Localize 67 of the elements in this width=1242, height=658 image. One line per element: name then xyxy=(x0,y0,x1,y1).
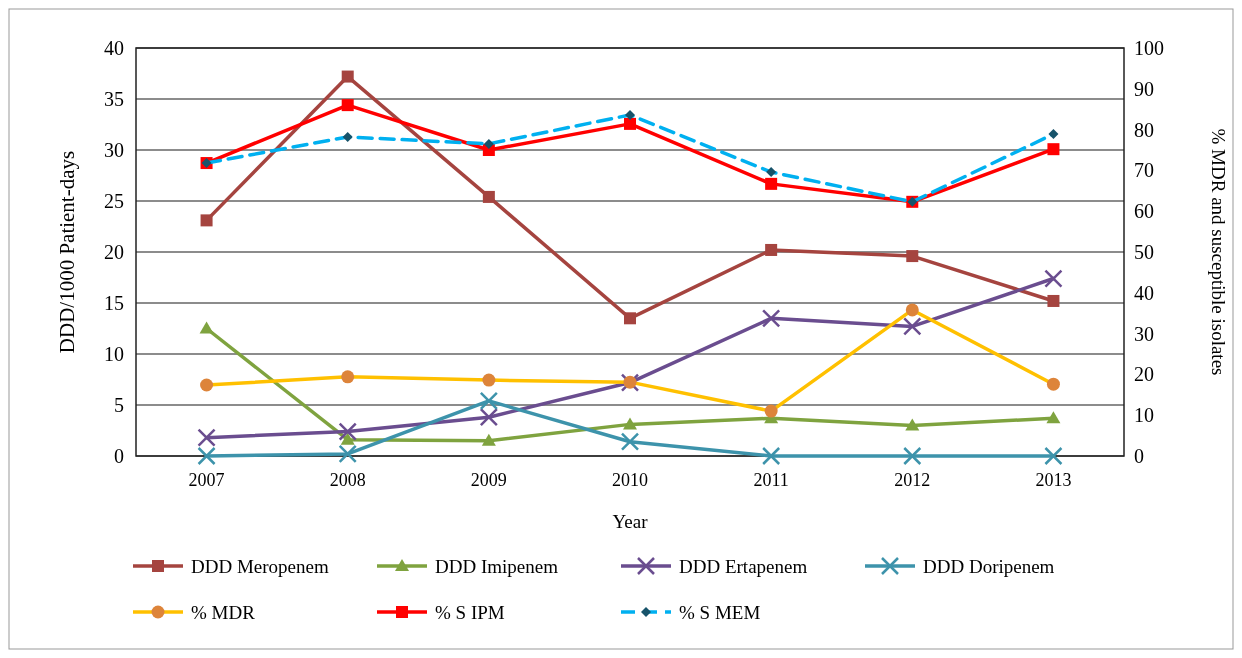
legend-label: % S MEM xyxy=(679,601,761,623)
y-tick-label: 5 xyxy=(114,394,124,416)
point xyxy=(765,243,778,256)
y-tick-label: 30 xyxy=(104,139,124,161)
y2-tick-label: 20 xyxy=(1134,363,1154,386)
x-tick-label: 2011 xyxy=(753,470,789,490)
point xyxy=(1047,143,1060,156)
point xyxy=(903,317,922,336)
legend-label: DDD Imipenem xyxy=(435,555,559,577)
y-tick-label: 20 xyxy=(104,241,124,263)
y2-tick-label: 70 xyxy=(1134,159,1154,182)
point xyxy=(338,444,357,464)
y2-tick-label: 100 xyxy=(1134,37,1164,59)
point xyxy=(341,70,354,83)
point xyxy=(905,418,920,431)
x-tick-label: 2007 xyxy=(188,470,225,490)
point xyxy=(761,309,781,328)
y2-tick-label: 10 xyxy=(1134,404,1154,427)
point xyxy=(765,177,778,190)
point xyxy=(906,250,919,263)
legend-label: DDD Ertapenem xyxy=(679,555,808,577)
point xyxy=(197,428,216,447)
y2-axis-title: % MDR and susceptible isolates xyxy=(1208,128,1229,376)
point xyxy=(341,99,354,112)
y-tick-label: 25 xyxy=(104,190,124,212)
point xyxy=(1044,446,1063,466)
y2-tick-label: 50 xyxy=(1134,241,1154,263)
point xyxy=(199,321,214,334)
point xyxy=(623,417,637,430)
legend-label: DDD Doripenem xyxy=(923,555,1055,577)
point xyxy=(761,446,781,466)
point xyxy=(340,432,355,445)
point xyxy=(200,214,213,227)
y2-tick-label: 40 xyxy=(1134,281,1154,304)
legend-label: % MDR xyxy=(191,601,256,623)
point xyxy=(620,432,640,451)
y2-tick-label: 80 xyxy=(1134,118,1154,141)
y-tick-label: 40 xyxy=(104,37,124,59)
y-axis-title: DDD/1000 Patient-days xyxy=(55,150,79,354)
point xyxy=(482,190,495,203)
point xyxy=(481,433,496,446)
legend-label: % S IPM xyxy=(435,601,505,623)
point xyxy=(624,117,636,130)
point xyxy=(903,446,922,466)
point xyxy=(479,391,499,411)
y2-tick-label: 30 xyxy=(1134,322,1154,345)
x-tick-label: 2010 xyxy=(612,470,648,490)
point xyxy=(197,446,216,466)
point xyxy=(624,312,636,325)
y-tick-label: 15 xyxy=(104,292,124,314)
x-tick-label: 2012 xyxy=(894,470,931,490)
y-tick-label: 10 xyxy=(104,343,124,365)
point xyxy=(1044,269,1063,288)
point xyxy=(479,407,499,427)
x-tick-label: 2013 xyxy=(1035,470,1072,490)
x-tick-label: 2008 xyxy=(329,470,366,490)
point xyxy=(1047,294,1060,307)
y-tick-label: 0 xyxy=(114,445,124,467)
y-tick-label: 35 xyxy=(104,88,124,110)
legend-label: DDD Meropenem xyxy=(191,555,329,577)
y2-tick-label: 90 xyxy=(1134,77,1154,100)
y2-tick-label: 0 xyxy=(1134,445,1144,467)
x-tick-label: 2009 xyxy=(470,470,507,490)
y2-tick-label: 60 xyxy=(1134,200,1154,223)
point xyxy=(1046,411,1061,424)
x-axis-title: Year xyxy=(612,511,649,532)
point xyxy=(338,422,357,441)
